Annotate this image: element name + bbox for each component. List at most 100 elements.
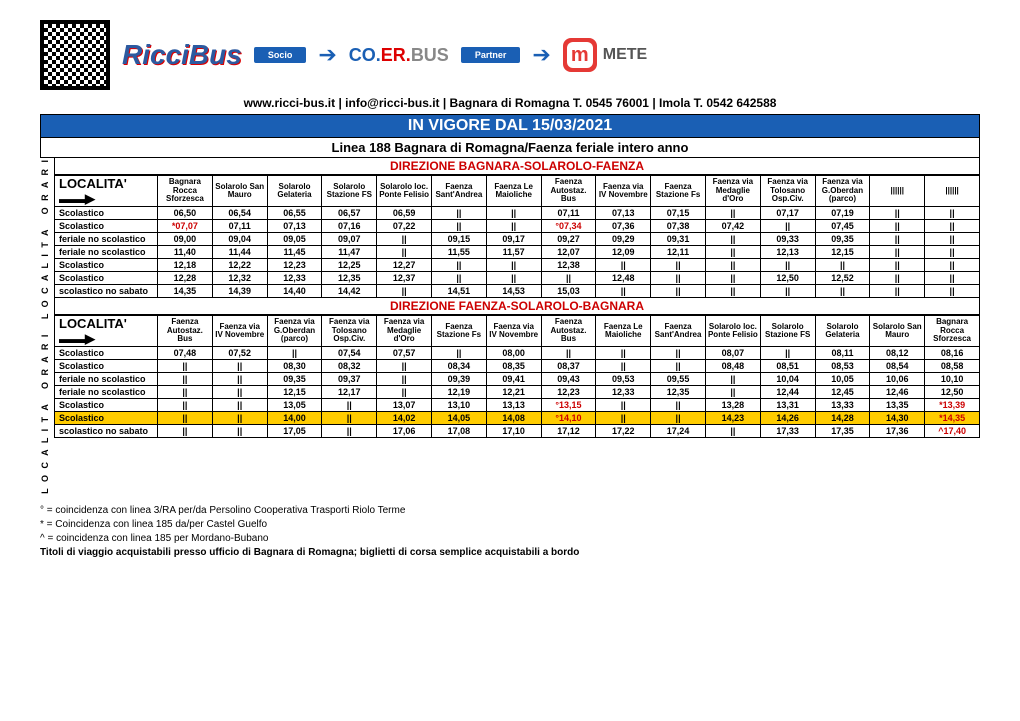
stop-header: Faenza via Medaglie d'Oro (705, 176, 760, 207)
time-cell: 07,15 (651, 207, 706, 220)
time-cell: 07,13 (267, 220, 322, 233)
time-cell: 12,18 (158, 259, 213, 272)
stop-header: Faenza via IV Novembre (212, 316, 267, 347)
stop-header: Faenza via G.Oberdan (parco) (267, 316, 322, 347)
time-cell: || (651, 360, 706, 373)
time-cell: 14,23 (705, 412, 760, 425)
table-row: scolastico no sabato||||17,05||17,0617,0… (55, 425, 980, 438)
time-cell: 09,39 (431, 373, 486, 386)
time-cell: || (431, 272, 486, 285)
time-cell: 12,38 (541, 259, 596, 272)
time-cell: || (925, 285, 980, 298)
time-cell: 17,36 (870, 425, 925, 438)
time-cell: 12,44 (760, 386, 815, 399)
time-cell: 08,54 (870, 360, 925, 373)
stop-header: Bagnara Rocca Sforzesca (158, 176, 213, 207)
time-cell: || (596, 285, 651, 298)
time-cell: 09,35 (267, 373, 322, 386)
row-label: Scolastico (55, 259, 158, 272)
table-row: feriale no scolastico||||12,1512,17||12,… (55, 386, 980, 399)
time-cell: 14,02 (377, 412, 432, 425)
time-cell: || (158, 373, 213, 386)
time-cell: 12,37 (377, 272, 432, 285)
stop-header: Solarolo Gelateria (267, 176, 322, 207)
time-cell: 12,13 (760, 246, 815, 259)
row-label: Scolastico (55, 360, 158, 373)
header: RicciBus Socio ➔ CO.ER.BUS Partner ➔ m M… (40, 20, 980, 90)
time-cell: || (925, 207, 980, 220)
time-cell: *07,07 (158, 220, 213, 233)
table-row: Scolastico07,4807,52||07,5407,57||08,00|… (55, 347, 980, 360)
row-label: Scolastico (55, 347, 158, 360)
row-label: Scolastico (55, 207, 158, 220)
time-cell: 14,26 (760, 412, 815, 425)
time-cell: ^17,40 (925, 425, 980, 438)
time-cell: 13,10 (431, 399, 486, 412)
time-cell: || (596, 399, 651, 412)
time-cell: || (705, 259, 760, 272)
logo-coerbus: CO.ER.BUS (349, 45, 449, 66)
time-cell: || (705, 386, 760, 399)
time-cell: 06,57 (322, 207, 377, 220)
stop-header: Faenza Sant'Andrea (651, 316, 706, 347)
time-cell: || (377, 386, 432, 399)
socio-badge: Socio (254, 47, 307, 63)
footnote: Titoli di viaggio acquistabili presso uf… (40, 546, 980, 560)
stop-header: Faenza via IV Novembre (486, 316, 541, 347)
stop-header: Solarolo Stazione FS (760, 316, 815, 347)
time-cell: 08,07 (705, 347, 760, 360)
row-label: feriale no scolastico (55, 246, 158, 259)
time-cell: || (377, 285, 432, 298)
stop-header: Faenza Sant'Andrea (431, 176, 486, 207)
time-cell: 08,37 (541, 360, 596, 373)
time-cell: 17,12 (541, 425, 596, 438)
time-cell: °07,34 (541, 220, 596, 233)
time-cell: 09,41 (486, 373, 541, 386)
time-cell: 17,08 (431, 425, 486, 438)
time-cell: || (596, 347, 651, 360)
time-cell: 07,42 (705, 220, 760, 233)
time-cell: 07,11 (541, 207, 596, 220)
time-cell: 13,05 (267, 399, 322, 412)
time-cell: 17,22 (596, 425, 651, 438)
localita-header: LOCALITA'▬▬▶ (55, 316, 158, 347)
time-cell: || (486, 220, 541, 233)
time-cell: || (870, 233, 925, 246)
direction-1-title: DIREZIONE BAGNARA-SOLAROLO-FAENZA (54, 158, 980, 175)
time-cell: 12,27 (377, 259, 432, 272)
stop-header: Faenza via Tolosano Osp.Civ. (322, 316, 377, 347)
time-cell: || (651, 399, 706, 412)
time-cell: 07,17 (760, 207, 815, 220)
time-cell: 09,07 (322, 233, 377, 246)
row-label: Scolastico (55, 220, 158, 233)
time-cell: || (596, 259, 651, 272)
time-cell: 12,45 (815, 386, 870, 399)
time-cell: 12,19 (431, 386, 486, 399)
time-cell: 14,35 (158, 285, 213, 298)
time-cell: || (705, 246, 760, 259)
time-cell: 08,34 (431, 360, 486, 373)
time-cell: || (322, 399, 377, 412)
time-cell: 08,48 (705, 360, 760, 373)
time-cell: 12,28 (158, 272, 213, 285)
time-cell: 10,05 (815, 373, 870, 386)
time-cell: || (760, 220, 815, 233)
stop-header: Faenza Stazione Fs (651, 176, 706, 207)
time-cell: || (158, 425, 213, 438)
row-label: feriale no scolastico (55, 373, 158, 386)
time-cell: 11,57 (486, 246, 541, 259)
time-cell: 12,50 (760, 272, 815, 285)
time-cell: 17,06 (377, 425, 432, 438)
time-cell: || (212, 386, 267, 399)
time-cell: || (925, 233, 980, 246)
stop-header: Bagnara Rocca Sforzesca (925, 316, 980, 347)
row-label: Scolastico (55, 272, 158, 285)
time-cell: || (651, 412, 706, 425)
time-cell: || (158, 360, 213, 373)
stop-header: Faenza via G.Oberdan (parco) (815, 176, 870, 207)
time-cell: || (705, 425, 760, 438)
time-cell: 12,22 (212, 259, 267, 272)
time-cell: 12,09 (596, 246, 651, 259)
time-cell: 08,53 (815, 360, 870, 373)
time-cell: || (651, 347, 706, 360)
